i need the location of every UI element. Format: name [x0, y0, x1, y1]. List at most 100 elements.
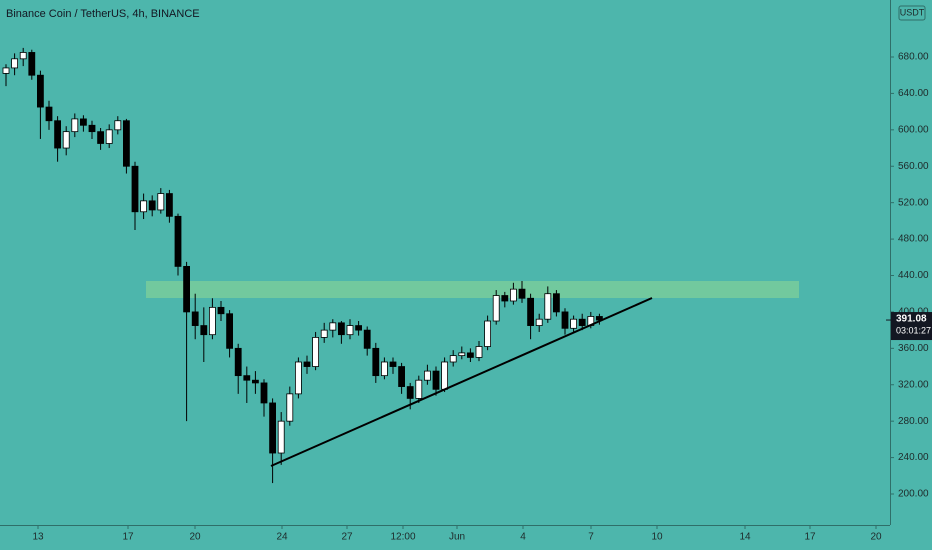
candle-body [208, 306, 216, 336]
x-tick-label: Jun [449, 532, 465, 543]
x-tick-label: 10 [651, 532, 663, 543]
y-tick-label: 360.00 [898, 343, 929, 354]
y-tick-label: 440.00 [898, 270, 929, 281]
candle-body [596, 316, 603, 321]
candle-body [544, 293, 552, 320]
candle-body [294, 361, 302, 395]
x-tick-label: 13 [32, 532, 44, 543]
y-tick-label: 320.00 [898, 379, 929, 390]
candle-body [578, 318, 586, 326]
candle-body [363, 329, 371, 349]
candle-body [501, 295, 509, 302]
countdown: 03:01:27 [896, 325, 931, 335]
candle-body [165, 193, 173, 217]
y-tick-label: 480.00 [898, 234, 929, 245]
candle-body [200, 325, 208, 336]
candle-body [535, 318, 543, 326]
x-tick-label: 4 [520, 532, 526, 543]
candle-body [183, 265, 191, 313]
candle-body [269, 402, 277, 454]
candle-body [45, 106, 53, 122]
x-tick-label: 17 [804, 532, 816, 543]
candle-body [88, 124, 96, 133]
candle-body [432, 370, 440, 390]
candle-body [527, 297, 534, 326]
candle-body [260, 382, 268, 404]
candle-body [312, 337, 320, 367]
candle-body [28, 52, 36, 76]
y-tick-label: 200.00 [898, 489, 929, 500]
candle-body [174, 215, 182, 267]
candle-body [570, 318, 577, 329]
candle-body [234, 347, 242, 377]
candle-body [518, 288, 526, 299]
candle-body [337, 322, 345, 336]
candle-body [140, 200, 148, 213]
candle-body [148, 200, 156, 211]
candle-body [11, 58, 19, 69]
candle-body [423, 370, 431, 381]
chart-title: Binance Coin / TetherUS, 4h, BINANCE [6, 8, 200, 20]
candle-body [441, 361, 449, 390]
candle-body [123, 120, 130, 167]
candle-body [372, 347, 380, 377]
candle-body [380, 361, 388, 377]
candle-body [226, 313, 234, 349]
candle-body [449, 355, 457, 363]
candle-body [466, 352, 474, 358]
candle-body [19, 52, 27, 60]
candle-body [286, 393, 294, 422]
candle-body [458, 352, 466, 357]
x-tick-label: 20 [189, 532, 201, 543]
candle-body [251, 379, 259, 384]
candle-body [2, 67, 10, 74]
candle-body [80, 118, 87, 126]
candle-body [553, 293, 560, 313]
candle-body [54, 120, 61, 149]
x-tick-label: 17 [122, 532, 134, 543]
candle-body [37, 74, 44, 108]
trend-line [270, 297, 653, 467]
candle-body [355, 325, 363, 331]
candle-body [62, 131, 70, 149]
last-price: 391.08 [896, 314, 927, 325]
x-tick-label: 14 [739, 532, 751, 543]
candle-body [105, 129, 113, 144]
y-tick-label: 560.00 [898, 161, 929, 172]
candle-body [157, 193, 165, 211]
last-price-box [891, 312, 932, 341]
x-tick-label: 7 [588, 532, 594, 543]
candle-body [329, 322, 337, 331]
candle-body [243, 375, 251, 381]
currency-box[interactable] [898, 5, 926, 21]
candle-body [97, 131, 104, 144]
y-tick-label: 240.00 [898, 452, 929, 463]
candle-body [484, 320, 492, 347]
y-tick-label: 680.00 [898, 52, 929, 63]
candle-body [303, 361, 311, 367]
candles [2, 47, 603, 484]
candle-body [492, 295, 500, 322]
y-tick-label: 640.00 [898, 88, 929, 99]
candle-body [131, 165, 139, 213]
currency: USDT [900, 7, 925, 17]
x-tick-label: 12:00 [390, 532, 415, 543]
candle-body [191, 311, 199, 326]
candle-body [217, 306, 225, 315]
y-tick-label: 520.00 [898, 197, 929, 208]
y-tick-label: 600.00 [898, 124, 929, 135]
candle-body [509, 288, 517, 302]
candle-body [71, 118, 79, 133]
candle-body [415, 379, 423, 399]
candle-body [320, 329, 328, 338]
candle-body [114, 120, 122, 131]
candle-body [406, 386, 414, 399]
candle-body [277, 420, 285, 454]
candle-body [389, 361, 397, 367]
resistance-zone [146, 281, 799, 298]
candle-body [398, 366, 406, 387]
y-tick-label: 280.00 [898, 416, 929, 427]
candle-body [561, 311, 569, 329]
